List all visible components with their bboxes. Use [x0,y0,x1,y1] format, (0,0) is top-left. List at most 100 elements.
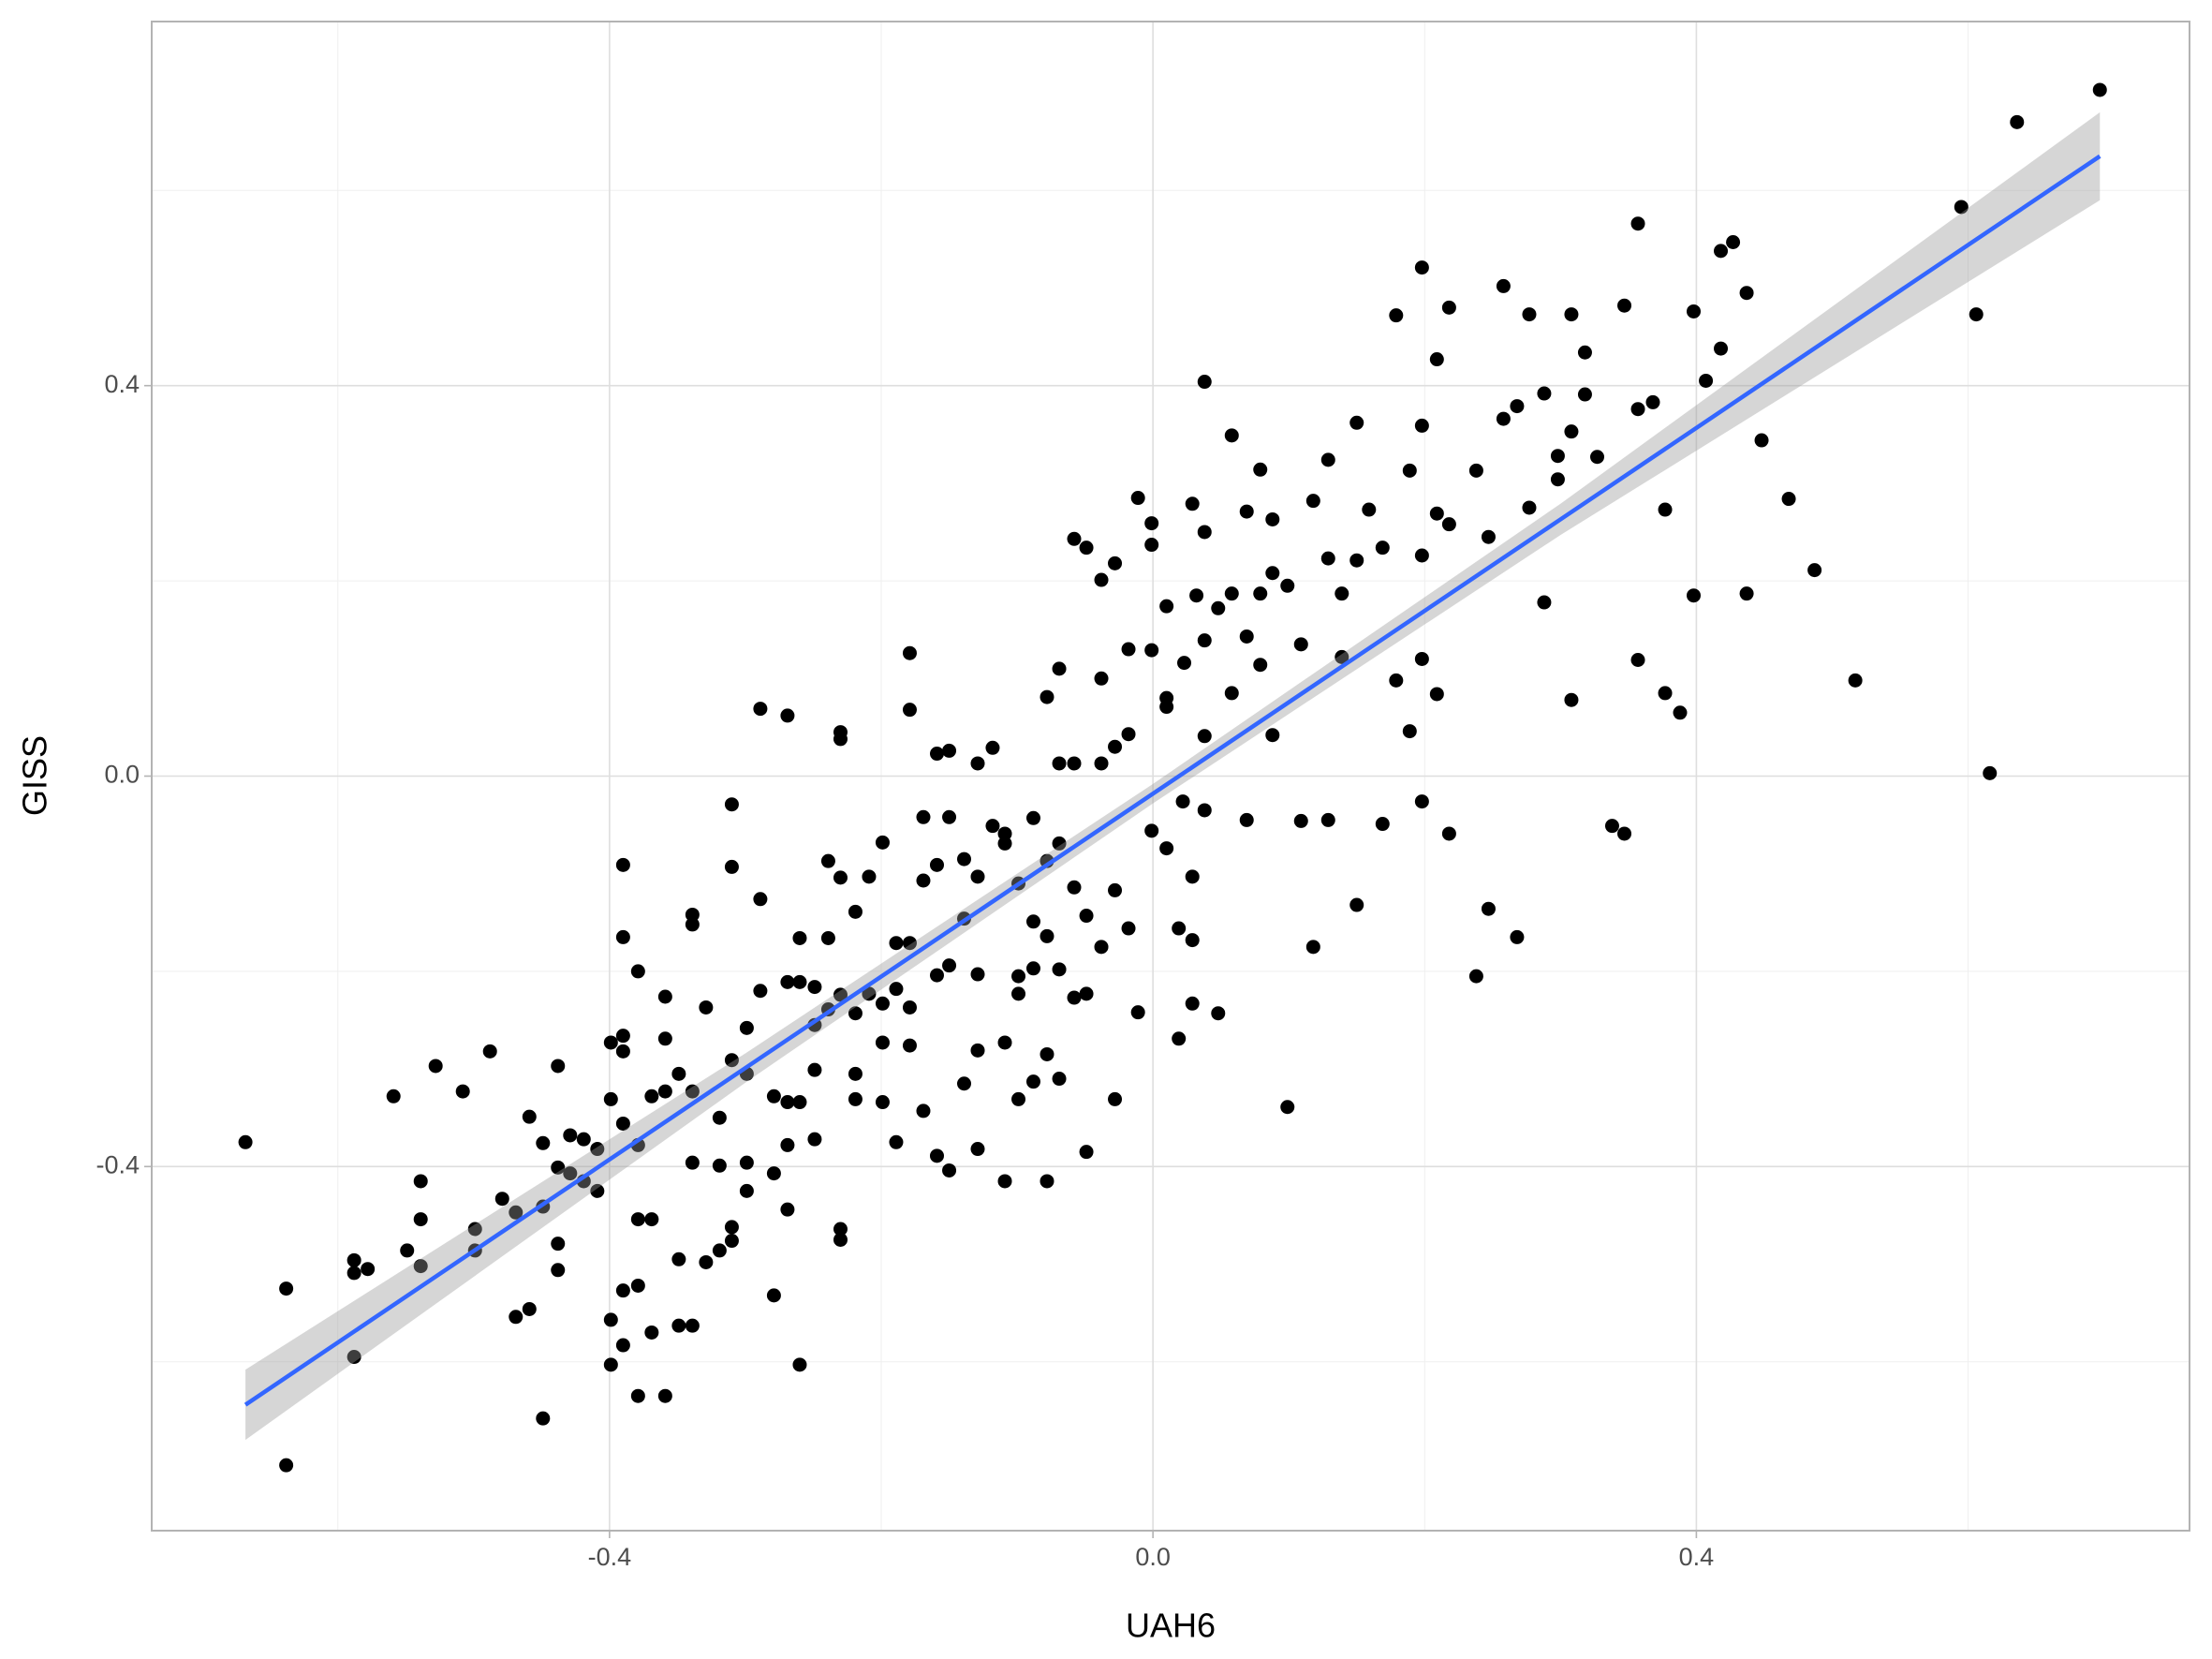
point [1510,399,1525,414]
point [1320,551,1335,566]
y-tick-label: -0.4 [96,1150,140,1178]
point [780,1202,795,1217]
point [563,1128,578,1143]
point [1349,415,1364,430]
point [522,1301,537,1316]
point [1040,1046,1054,1061]
point [685,907,700,922]
point [833,1232,848,1247]
point [657,989,672,1004]
point [889,982,904,997]
point [1550,472,1565,487]
point [753,702,768,717]
point [1094,756,1109,771]
point [522,1109,537,1124]
point [1253,586,1268,601]
point [467,1222,482,1237]
point [347,1350,361,1365]
point [1441,826,1456,841]
point [1211,1006,1226,1021]
point [820,853,835,868]
point [753,984,768,999]
point [970,869,985,884]
point [1604,819,1619,834]
point [902,645,917,660]
point [1052,836,1067,851]
point [1429,687,1444,702]
point [985,740,1000,755]
point [1590,450,1605,465]
point [1197,729,1212,744]
point [862,986,877,1001]
point [833,1222,848,1237]
point [1969,307,1983,322]
point [2092,82,2107,97]
point [942,743,957,758]
point [1714,341,1729,356]
point [833,870,848,885]
point [739,1020,754,1035]
point [1954,200,1969,215]
point [724,797,739,812]
point [615,1338,630,1353]
point [1011,1091,1026,1106]
point [1714,244,1729,259]
point [712,1158,727,1173]
point [644,1212,659,1227]
point [615,857,630,872]
point [1754,433,1769,448]
point [699,1000,714,1015]
point [1052,1072,1067,1087]
point [509,1310,524,1325]
point [509,1205,524,1220]
point [792,1095,807,1110]
point [536,1411,551,1426]
point [1781,492,1796,507]
point [1848,673,1863,688]
point [875,835,890,850]
point [997,1035,1012,1050]
point [1441,517,1456,532]
point [929,968,944,983]
point [1414,418,1429,433]
point [1025,914,1040,929]
point [630,964,645,979]
point [956,1076,971,1091]
point [1224,586,1239,601]
point [1224,686,1239,701]
point [238,1134,253,1149]
x-tick-label: 0.4 [1679,1543,1715,1571]
point [780,974,795,989]
point [1481,901,1496,916]
point [603,1091,618,1106]
point [1630,652,1645,667]
point [997,826,1012,841]
point [1159,841,1174,856]
point [1335,586,1349,601]
point [807,980,822,995]
point [1172,1031,1187,1046]
point [279,1458,294,1473]
point [1441,300,1456,315]
point [1144,516,1159,531]
point [1025,810,1040,825]
point [1305,494,1320,509]
point [997,836,1012,851]
point [279,1281,294,1296]
point [970,967,985,982]
point [1040,1174,1054,1189]
point [400,1243,415,1258]
point [1807,563,1822,578]
point [1159,700,1174,715]
point [848,1006,863,1021]
point [1239,504,1254,519]
point [630,1212,645,1227]
point [1362,502,1377,517]
point [1239,629,1254,644]
point [1025,961,1040,976]
point [1094,572,1109,587]
point [1389,673,1404,688]
point [482,1044,497,1059]
point [1983,765,1998,780]
point [576,1132,591,1147]
